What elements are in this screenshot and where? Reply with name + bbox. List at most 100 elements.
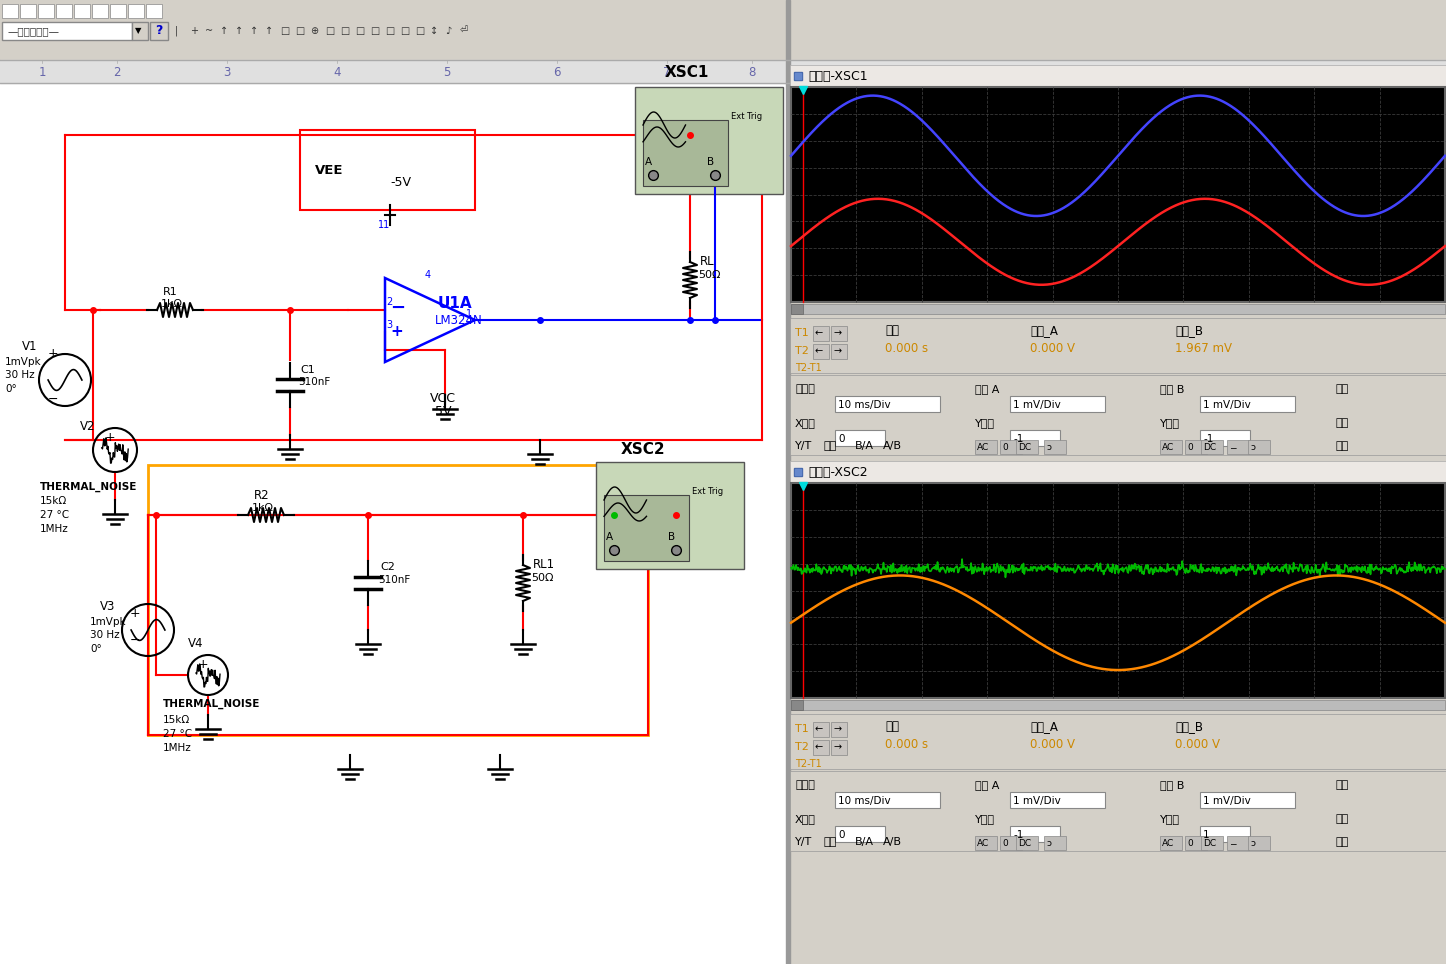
Bar xyxy=(1186,836,1207,850)
Text: 4: 4 xyxy=(333,66,341,78)
Bar xyxy=(1200,430,1249,446)
Text: 加载: 加载 xyxy=(823,441,836,451)
Bar xyxy=(813,722,829,737)
Text: 6: 6 xyxy=(554,66,561,78)
Text: B/A: B/A xyxy=(855,837,873,847)
Text: 1: 1 xyxy=(466,309,473,319)
Text: 通道_A: 通道_A xyxy=(1030,325,1058,337)
Bar xyxy=(0,42,1446,60)
Text: RL1: RL1 xyxy=(534,558,555,571)
Text: 通道 A: 通道 A xyxy=(975,780,999,790)
Text: 加载: 加载 xyxy=(823,837,836,847)
Text: 50Ω: 50Ω xyxy=(531,573,554,583)
Text: 通道_B: 通道_B xyxy=(1176,325,1203,337)
Bar xyxy=(132,22,147,40)
Text: A/B: A/B xyxy=(884,441,902,451)
Bar xyxy=(129,4,145,18)
Text: DC: DC xyxy=(1203,443,1216,452)
Text: □: □ xyxy=(295,26,304,36)
Text: 0.000 V: 0.000 V xyxy=(1030,341,1074,355)
Text: □: □ xyxy=(356,26,364,36)
Text: A: A xyxy=(645,157,652,167)
Bar xyxy=(831,722,847,737)
Bar xyxy=(110,4,126,18)
Text: −: − xyxy=(390,299,405,317)
Text: 11: 11 xyxy=(377,220,390,230)
Bar xyxy=(604,495,688,561)
Text: 27 °C: 27 °C xyxy=(163,729,192,739)
Text: VEE: VEE xyxy=(315,164,344,176)
Text: +: + xyxy=(390,325,403,339)
Bar xyxy=(74,4,90,18)
Bar xyxy=(146,4,162,18)
Bar xyxy=(791,700,1445,710)
Text: →: → xyxy=(833,724,842,734)
Text: X位置: X位置 xyxy=(795,418,816,428)
Bar xyxy=(150,22,168,40)
Text: +: + xyxy=(104,432,114,444)
Bar xyxy=(1200,826,1249,842)
Text: ↑: ↑ xyxy=(220,26,228,36)
Text: THERMAL_NOISE: THERMAL_NOISE xyxy=(40,482,137,493)
Bar xyxy=(56,4,72,18)
Text: ↄ: ↄ xyxy=(1249,840,1255,848)
Text: 1 mV/Div: 1 mV/Div xyxy=(1203,796,1251,806)
Text: RL: RL xyxy=(700,255,714,268)
Text: □: □ xyxy=(415,26,424,36)
Text: 50Ω: 50Ω xyxy=(698,270,720,280)
Text: LM324N: LM324N xyxy=(435,313,483,327)
Text: 3: 3 xyxy=(223,66,231,78)
Text: ~: ~ xyxy=(205,26,213,36)
Bar xyxy=(38,4,54,18)
Text: 示波器-XSC1: 示波器-XSC1 xyxy=(808,69,868,83)
Text: +: + xyxy=(48,347,59,360)
Text: 1MHz: 1MHz xyxy=(40,524,69,534)
Bar xyxy=(1202,836,1223,850)
Text: R1: R1 xyxy=(163,287,178,297)
Text: AC: AC xyxy=(977,840,989,848)
Text: □: □ xyxy=(370,26,379,36)
Bar xyxy=(299,130,474,210)
Bar xyxy=(635,87,782,194)
Text: 时间轴: 时间轴 xyxy=(795,384,816,394)
Text: |: | xyxy=(175,26,178,37)
Text: T1: T1 xyxy=(795,724,808,734)
Text: A/B: A/B xyxy=(884,837,902,847)
Bar xyxy=(834,396,940,412)
Bar xyxy=(791,304,1445,314)
Text: 通道_B: 通道_B xyxy=(1176,720,1203,734)
Bar xyxy=(975,440,996,454)
Text: 7: 7 xyxy=(664,66,671,78)
Text: Y位置: Y位置 xyxy=(1160,418,1180,428)
Bar xyxy=(0,0,1446,20)
Bar xyxy=(1,22,132,40)
Text: 0.000 V: 0.000 V xyxy=(1176,737,1220,751)
Text: ↄ: ↄ xyxy=(1045,443,1051,452)
Text: □: □ xyxy=(401,26,409,36)
Text: 电平: 电平 xyxy=(1335,418,1348,428)
Text: 触发: 触发 xyxy=(1335,780,1348,790)
Text: 0°: 0° xyxy=(90,644,101,654)
Text: 15kΩ: 15kΩ xyxy=(40,496,68,506)
Text: ←: ← xyxy=(816,724,823,734)
Text: 时间: 时间 xyxy=(885,720,899,734)
Bar xyxy=(0,20,1446,42)
Text: 5: 5 xyxy=(444,66,451,78)
Text: 示波器-XSC2: 示波器-XSC2 xyxy=(808,466,868,478)
Text: DC: DC xyxy=(1018,840,1031,848)
Text: −: − xyxy=(1229,443,1236,452)
Text: 1kΩ: 1kΩ xyxy=(161,299,184,309)
Text: 27 °C: 27 °C xyxy=(40,510,69,520)
Text: T1: T1 xyxy=(795,328,808,338)
Text: ⏎: ⏎ xyxy=(460,26,469,36)
Text: 时间轴: 时间轴 xyxy=(795,780,816,790)
Text: ?: ? xyxy=(155,24,162,38)
Bar xyxy=(596,462,745,569)
Text: T2: T2 xyxy=(795,346,808,356)
Text: Y位置: Y位置 xyxy=(975,418,995,428)
Bar xyxy=(791,304,803,314)
Text: 0: 0 xyxy=(1187,840,1193,848)
Text: →: → xyxy=(833,742,842,752)
Bar xyxy=(813,344,829,359)
Text: V1: V1 xyxy=(22,340,38,353)
